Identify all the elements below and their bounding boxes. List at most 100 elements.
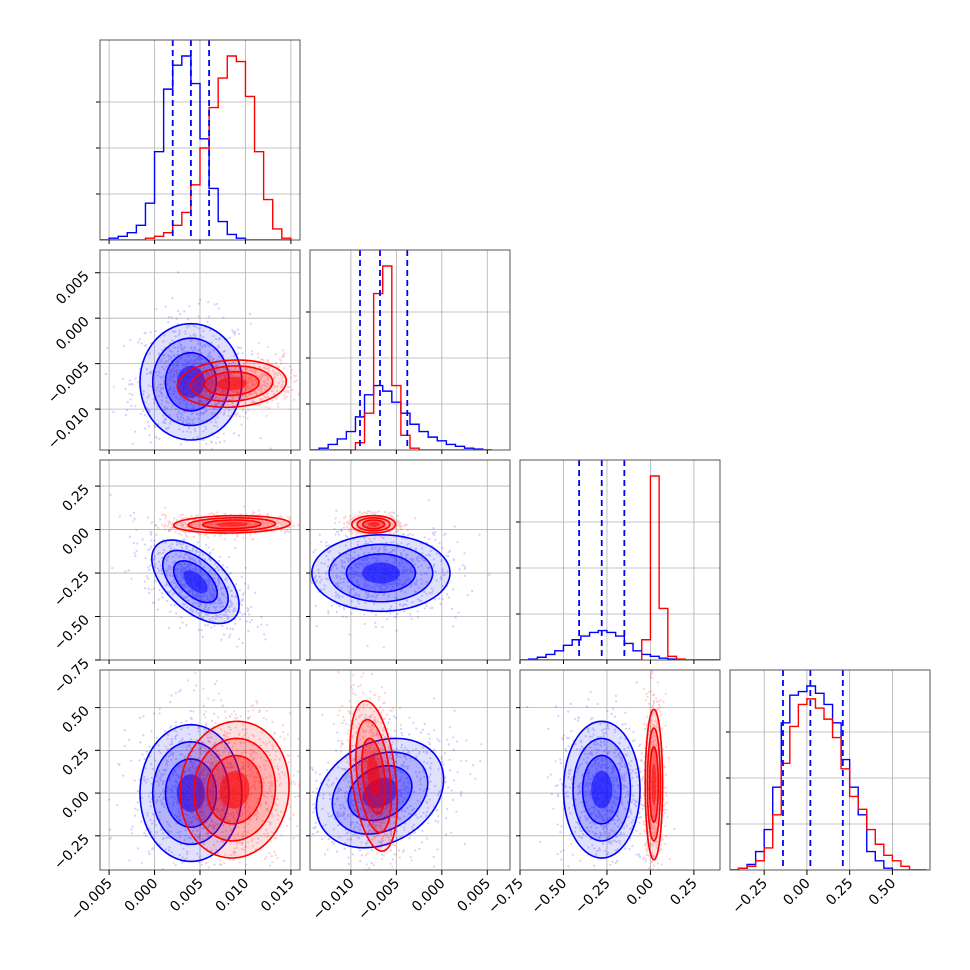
joint-1-3-red-density-3 xyxy=(367,755,381,797)
joint-0-3-plot xyxy=(108,671,300,870)
joint-0-3-blue-contour-0 xyxy=(139,723,243,863)
joint-0-2-red-density-3 xyxy=(215,521,248,527)
joint-0-3-red-density-3 xyxy=(219,770,250,809)
xtick-label-3-3: 0.50 xyxy=(866,876,899,909)
joint-0-1-blue-contour-1 xyxy=(151,337,230,427)
joint-1-3-red-contour-0 xyxy=(349,699,399,852)
marginal-3-red-histogram xyxy=(730,698,927,870)
ytick-label-3-1: 0.00 xyxy=(59,789,92,822)
joint-1-3-plot xyxy=(310,671,483,870)
joint-2-3-red-contour-0 xyxy=(644,708,664,861)
marginal-3-bg xyxy=(730,670,930,870)
marginal-2-bg xyxy=(520,460,720,660)
joint-0-2-blue-contour-1 xyxy=(161,549,229,614)
joint-2-3-blue-contour-1 xyxy=(572,737,632,842)
xtick-label-3-2: 0.25 xyxy=(823,876,856,909)
marginal-0-hist xyxy=(100,40,300,240)
ytick-label-1-0: −0.010 xyxy=(45,405,93,453)
ytick-label-2-2: −0.25 xyxy=(51,569,93,611)
joint-1-2-plot xyxy=(310,499,491,649)
joint-1-2-blue-contour-1 xyxy=(328,543,434,603)
joint-0-3-red-contour-1 xyxy=(192,737,277,842)
ytick-label-2-0: −0.75 xyxy=(51,656,93,698)
joint-0-1-red-density-3 xyxy=(216,377,247,391)
joint-0-2-blue-contour-2 xyxy=(172,560,219,604)
joint-1-2-frame xyxy=(309,459,511,661)
xtick-label-0-4: 0.015 xyxy=(258,876,298,916)
joint-0-3-blue-contour-1 xyxy=(151,740,230,846)
xtick-label-2-4: 0.25 xyxy=(667,876,700,909)
xtick-label-0-0: −0.005 xyxy=(68,876,116,924)
joint-1-3-red-contour-1 xyxy=(355,718,393,834)
joint-1-2-blue-contour-0 xyxy=(311,533,451,613)
joint-1-3-red-contour-2 xyxy=(361,737,387,815)
xtick-label-3-1: 0.00 xyxy=(780,876,813,909)
ytick-label-3-0: −0.25 xyxy=(51,831,93,873)
joint-2-3-frame xyxy=(519,669,721,871)
joint-0-2-blue-contour-0 xyxy=(151,539,240,625)
joint-1-3-blue-contour-0 xyxy=(315,737,445,849)
joint-0-2-grid xyxy=(100,460,300,660)
xtick-label-1-1: −0.005 xyxy=(355,876,403,924)
joint-1-2-bg xyxy=(310,460,510,660)
joint-1-2-red-density-3 xyxy=(367,521,380,527)
joint-2-3-plot xyxy=(526,670,676,870)
joint-0-3-grid xyxy=(100,670,300,870)
joint-0-2-blue-density-3 xyxy=(183,570,208,594)
xtick-label-2-2: −0.25 xyxy=(572,876,614,918)
joint-1-3-blue-contour-1 xyxy=(331,751,429,835)
ytick-label-2-4: 0.25 xyxy=(59,482,92,515)
xtick-label-2-1: −0.50 xyxy=(529,876,571,918)
joint-0-1-blue-contour-0 xyxy=(139,322,243,441)
ytick-label-1-2: 0.000 xyxy=(53,314,93,354)
joint-0-1-red-contour-2 xyxy=(203,371,260,397)
ytick-label-3-3: 0.50 xyxy=(59,703,92,736)
marginal-1-frame xyxy=(309,249,511,451)
joint-1-2-red-contour-1 xyxy=(356,517,391,532)
joint-0-2-red-contour-1 xyxy=(187,517,277,532)
joint-0-3-red-contour-0 xyxy=(179,720,290,859)
marginal-0-red-histogram xyxy=(100,55,292,240)
ytick-label-1-3: 0.005 xyxy=(53,268,93,308)
xtick-label-1-0: −0.010 xyxy=(310,876,358,924)
joint-2-3-blue-density-3 xyxy=(591,770,613,809)
joint-1-2-blue-density-3 xyxy=(361,562,400,584)
joint-2-3-blue-contour-0 xyxy=(562,720,641,859)
joint-2-3-bg xyxy=(520,670,720,870)
joint-1-2-red-contour-0 xyxy=(351,514,397,534)
joint-2-3-blue-contour-2 xyxy=(581,754,622,825)
joint-0-2-red-contour-2 xyxy=(201,519,262,530)
marginal-0-blue-histogram xyxy=(100,55,291,240)
joint-1-3-bg xyxy=(310,670,510,870)
marginal-2-blue-histogram xyxy=(520,629,720,660)
xtick-label-0-1: 0.000 xyxy=(122,876,162,916)
xtick-label-2-0: −0.75 xyxy=(485,876,527,918)
marginal-3-frame xyxy=(729,669,931,871)
joint-1-3-frame xyxy=(309,669,511,871)
joint-0-2-red-contour-0 xyxy=(172,514,291,534)
marginal-2-red-histogram xyxy=(520,475,720,660)
ytick-label-2-3: 0.00 xyxy=(59,525,92,558)
joint-2-3-red-contour-1 xyxy=(646,727,662,842)
xtick-label-1-2: 0.000 xyxy=(409,876,449,916)
marginal-1-hist xyxy=(310,250,510,450)
xtick-label-0-2: 0.005 xyxy=(167,876,207,916)
xtick-label-2-3: 0.00 xyxy=(624,876,657,909)
ytick-label-3-2: 0.25 xyxy=(59,746,92,779)
ytick-label-2-1: −0.50 xyxy=(51,612,93,654)
marginal-3-hist xyxy=(730,670,930,870)
joint-0-1-blue-contour-2 xyxy=(164,351,218,412)
xtick-label-0-3: 0.010 xyxy=(213,876,253,916)
joint-2-3-red-contour-2 xyxy=(648,746,660,824)
marginal-1-grid xyxy=(350,250,488,450)
ytick-label-1-1: −0.005 xyxy=(45,359,93,407)
joint-2-3-red-density-3 xyxy=(651,763,657,806)
joint-1-3-blue-contour-2 xyxy=(347,764,413,822)
joint-0-3-blue-contour-2 xyxy=(164,758,218,829)
joint-1-2-grid xyxy=(310,460,510,660)
joint-0-1-red-contour-0 xyxy=(176,359,288,409)
joint-1-2-red-contour-2 xyxy=(361,519,386,530)
joint-0-3-blue-density-3 xyxy=(176,774,205,812)
xtick-label-3-0: −0.25 xyxy=(729,876,771,918)
